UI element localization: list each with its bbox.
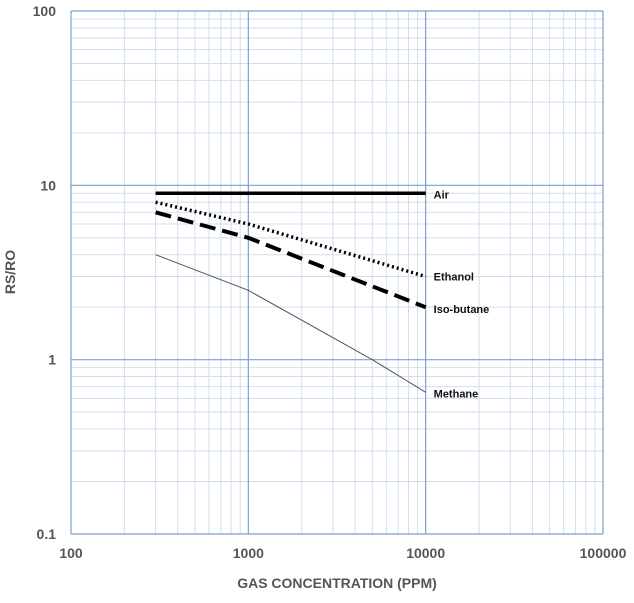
series-label-iso-butane: Iso-butane (434, 304, 490, 316)
major-grid (70, 10, 604, 535)
y-tick-label: 10 (40, 177, 56, 193)
minor-grid (71, 11, 603, 534)
x-axis-title: GAS CONCENTRATION (PPM) (237, 575, 437, 591)
series-layer (155, 191, 427, 393)
series-line-methane (155, 254, 426, 393)
series-label-air: Air (434, 189, 450, 201)
x-tick-label: 100000 (580, 545, 627, 561)
x-tick-label: 10000 (406, 545, 445, 561)
series-label-methane: Methane (434, 388, 479, 400)
y-tick-label: 0.1 (37, 526, 57, 542)
y-tick-label: 100 (33, 3, 57, 19)
y-tick-label: 1 (48, 352, 56, 368)
x-tick-label: 100 (59, 545, 83, 561)
series-label-layer: Air Ethanol Iso-butane Methane (434, 189, 490, 400)
x-tick-label: 1000 (233, 545, 264, 561)
series-line-ethanol (155, 200, 427, 279)
y-axis-title: RS/RO (2, 250, 18, 294)
series-label-ethanol: Ethanol (434, 271, 474, 283)
series-line-iso-butane (155, 210, 427, 310)
tick-label-layer: 100 1000 10000 100000 0.1 1 10 100 (33, 3, 627, 561)
